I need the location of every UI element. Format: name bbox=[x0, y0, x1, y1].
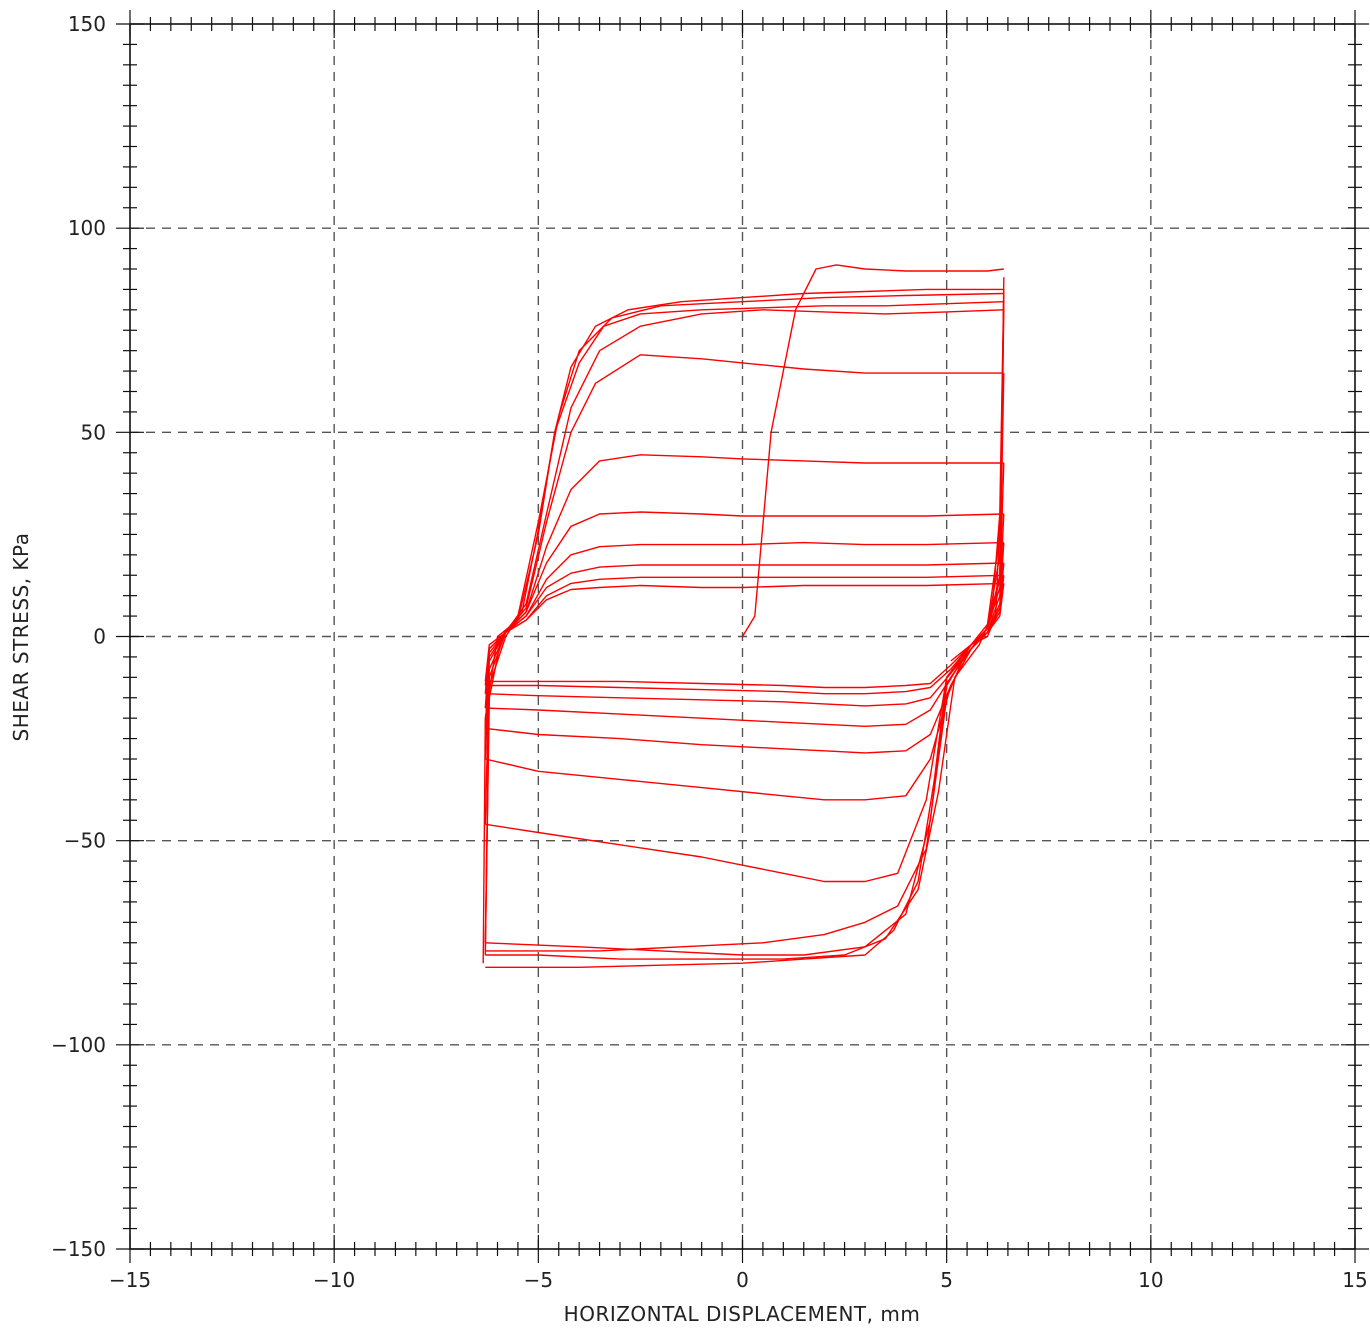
y-tick-label: −150 bbox=[51, 1237, 106, 1261]
series-line bbox=[950, 583, 1005, 662]
series-line bbox=[485, 289, 1005, 960]
y-tick-label: −50 bbox=[64, 829, 106, 853]
series-line bbox=[485, 562, 1005, 695]
x-tick-label: 15 bbox=[1342, 1268, 1367, 1292]
series-line bbox=[741, 264, 1004, 637]
series-line bbox=[485, 293, 1005, 956]
y-tick-label: 0 bbox=[93, 625, 106, 649]
series-line bbox=[484, 562, 1004, 694]
series-line bbox=[485, 513, 1005, 727]
y-tick-label: 50 bbox=[81, 420, 106, 444]
x-tick-label: 0 bbox=[736, 1268, 749, 1292]
series-line bbox=[484, 454, 1004, 760]
series-line bbox=[485, 277, 1005, 968]
y-tick-label: 150 bbox=[68, 12, 106, 36]
series-line bbox=[485, 309, 1005, 883]
y-axis-title: SHEAR STRESS, KPa bbox=[9, 533, 33, 742]
y-tick-label: 100 bbox=[68, 216, 106, 240]
x-axis-title: HORIZONTAL DISPLACEMENT, mm bbox=[564, 1302, 921, 1326]
x-tick-label: 10 bbox=[1138, 1268, 1163, 1292]
series-line bbox=[484, 354, 1004, 825]
axes-frame bbox=[116, 10, 1369, 1263]
x-tick-label: 5 bbox=[940, 1268, 953, 1292]
series-line bbox=[484, 574, 1004, 686]
x-tick-label: −15 bbox=[109, 1268, 151, 1292]
series-line bbox=[485, 462, 1005, 754]
x-tick-label: −5 bbox=[524, 1268, 553, 1292]
x-tick-label: −10 bbox=[313, 1268, 355, 1292]
y-tick-label: −100 bbox=[51, 1033, 106, 1057]
series-line bbox=[482, 288, 1004, 964]
series-line bbox=[484, 292, 1004, 956]
series-line bbox=[484, 582, 1004, 682]
data-series bbox=[482, 264, 1005, 968]
